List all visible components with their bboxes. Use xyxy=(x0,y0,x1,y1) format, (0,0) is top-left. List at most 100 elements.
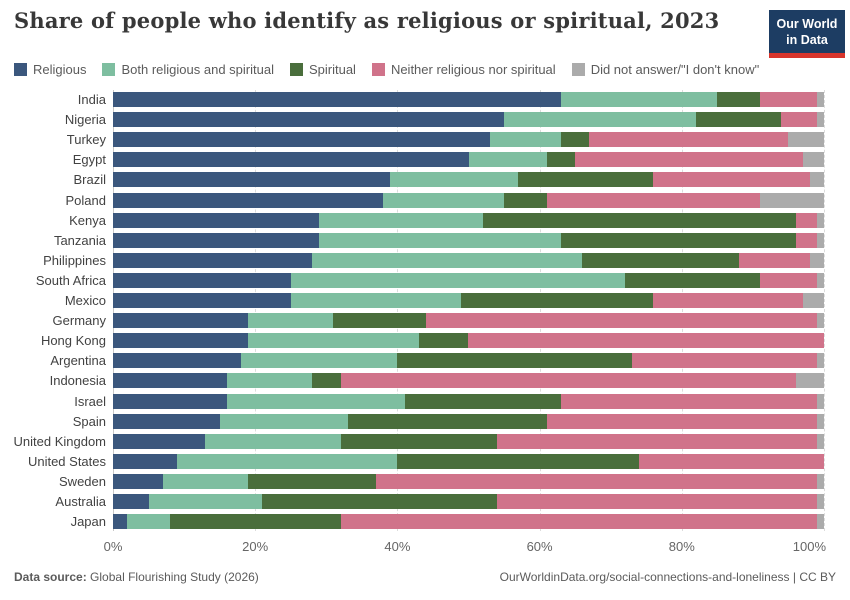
bar-segment-both-religious-and-spiritual[interactable] xyxy=(390,172,519,188)
bar-segment-did-not-answer-i-don-t-know[interactable] xyxy=(816,393,824,409)
bar-segment-spiritual[interactable] xyxy=(397,353,632,369)
bar-segment-neither-religious-nor-spiritual[interactable] xyxy=(468,333,824,349)
bar-segment-spiritual[interactable] xyxy=(624,272,760,288)
bar-segment-religious[interactable] xyxy=(113,192,384,208)
bar-segment-religious[interactable] xyxy=(113,172,391,188)
bar-segment-spiritual[interactable] xyxy=(312,373,341,389)
bar-segment-both-religious-and-spiritual[interactable] xyxy=(468,152,547,168)
bar-segment-religious[interactable] xyxy=(113,473,163,489)
bar-segment-did-not-answer-i-don-t-know[interactable] xyxy=(816,413,824,429)
bar-segment-spiritual[interactable] xyxy=(404,393,561,409)
bar-segment-both-religious-and-spiritual[interactable] xyxy=(219,413,348,429)
bar-segment-religious[interactable] xyxy=(113,232,320,248)
bar-segment-religious[interactable] xyxy=(113,92,561,107)
bar-segment-neither-religious-nor-spiritual[interactable] xyxy=(632,353,817,369)
bar-segment-religious[interactable] xyxy=(113,293,291,308)
bar-segment-spiritual[interactable] xyxy=(546,152,576,168)
bar-segment-religious[interactable] xyxy=(113,212,320,228)
bar-segment-both-religious-and-spiritual[interactable] xyxy=(240,353,398,369)
bar-segment-neither-religious-nor-spiritual[interactable] xyxy=(496,433,817,449)
bar-segment-did-not-answer-i-don-t-know[interactable] xyxy=(788,132,824,148)
bar-segment-both-religious-and-spiritual[interactable] xyxy=(162,473,249,489)
bar-segment-neither-religious-nor-spiritual[interactable] xyxy=(795,232,817,248)
bar-segment-neither-religious-nor-spiritual[interactable] xyxy=(546,413,817,429)
bar-segment-neither-religious-nor-spiritual[interactable] xyxy=(738,252,810,268)
bar-segment-spiritual[interactable] xyxy=(340,433,497,449)
bar-segment-both-religious-and-spiritual[interactable] xyxy=(248,313,334,329)
bar-segment-religious[interactable] xyxy=(113,373,227,389)
bar-segment-neither-religious-nor-spiritual[interactable] xyxy=(425,313,817,329)
bar-segment-religious[interactable] xyxy=(113,112,505,128)
bar-segment-both-religious-and-spiritual[interactable] xyxy=(226,393,405,409)
legend-item-did-not-answer-i-don-t-know[interactable]: Did not answer/"I don't know" xyxy=(571,62,759,77)
bar-segment-spiritual[interactable] xyxy=(333,313,426,329)
bar-segment-both-religious-and-spiritual[interactable] xyxy=(504,112,697,128)
bar-segment-did-not-answer-i-don-t-know[interactable] xyxy=(816,433,824,449)
bar-segment-neither-religious-nor-spiritual[interactable] xyxy=(759,272,817,288)
bar-segment-spiritual[interactable] xyxy=(482,212,796,228)
bar-segment-religious[interactable] xyxy=(113,313,249,329)
bar-segment-neither-religious-nor-spiritual[interactable] xyxy=(376,473,817,489)
bar-segment-religious[interactable] xyxy=(113,433,206,449)
bar-segment-did-not-answer-i-don-t-know[interactable] xyxy=(809,172,824,188)
bar-segment-spiritual[interactable] xyxy=(518,172,654,188)
bar-segment-neither-religious-nor-spiritual[interactable] xyxy=(653,293,803,308)
bar-segment-religious[interactable] xyxy=(113,333,249,349)
bar-segment-did-not-answer-i-don-t-know[interactable] xyxy=(816,212,824,228)
bar-segment-spiritual[interactable] xyxy=(504,192,547,208)
bar-segment-both-religious-and-spiritual[interactable] xyxy=(148,494,263,509)
bar-segment-spiritual[interactable] xyxy=(696,112,782,128)
bar-segment-neither-religious-nor-spiritual[interactable] xyxy=(589,132,789,148)
bar-segment-both-religious-and-spiritual[interactable] xyxy=(248,333,419,349)
bar-segment-neither-religious-nor-spiritual[interactable] xyxy=(795,212,817,228)
bar-segment-spiritual[interactable] xyxy=(717,92,760,107)
bar-segment-neither-religious-nor-spiritual[interactable] xyxy=(781,112,817,128)
bar-segment-did-not-answer-i-don-t-know[interactable] xyxy=(802,152,824,168)
bar-segment-neither-religious-nor-spiritual[interactable] xyxy=(560,393,817,409)
legend-item-both-religious-and-spiritual[interactable]: Both religious and spiritual xyxy=(102,62,274,77)
bar-segment-neither-religious-nor-spiritual[interactable] xyxy=(653,172,810,188)
bar-segment-neither-religious-nor-spiritual[interactable] xyxy=(575,152,803,168)
legend-item-religious[interactable]: Religious xyxy=(14,62,86,77)
bar-segment-did-not-answer-i-don-t-know[interactable] xyxy=(816,232,824,248)
bar-segment-religious[interactable] xyxy=(113,272,291,288)
bar-segment-religious[interactable] xyxy=(113,353,241,369)
bar-segment-religious[interactable] xyxy=(113,514,128,530)
bar-segment-both-religious-and-spiritual[interactable] xyxy=(319,212,483,228)
bar-segment-neither-religious-nor-spiritual[interactable] xyxy=(759,92,817,107)
bar-segment-did-not-answer-i-don-t-know[interactable] xyxy=(816,514,824,530)
bar-segment-religious[interactable] xyxy=(113,453,177,469)
bar-segment-both-religious-and-spiritual[interactable] xyxy=(290,272,625,288)
bar-segment-both-religious-and-spiritual[interactable] xyxy=(176,453,398,469)
legend-item-neither-religious-nor-spiritual[interactable]: Neither religious nor spiritual xyxy=(371,62,556,77)
bar-segment-did-not-answer-i-don-t-know[interactable] xyxy=(809,252,824,268)
bar-segment-both-religious-and-spiritual[interactable] xyxy=(312,252,583,268)
bar-segment-neither-religious-nor-spiritual[interactable] xyxy=(546,192,760,208)
bar-segment-did-not-answer-i-don-t-know[interactable] xyxy=(816,112,824,128)
bar-segment-did-not-answer-i-don-t-know[interactable] xyxy=(816,473,824,489)
bar-segment-religious[interactable] xyxy=(113,132,490,148)
bar-segment-neither-religious-nor-spiritual[interactable] xyxy=(639,453,824,469)
bar-segment-neither-religious-nor-spiritual[interactable] xyxy=(340,373,796,389)
bar-segment-spiritual[interactable] xyxy=(418,333,469,349)
bar-segment-spiritual[interactable] xyxy=(397,453,640,469)
bar-segment-religious[interactable] xyxy=(113,252,313,268)
bar-segment-did-not-answer-i-don-t-know[interactable] xyxy=(795,373,824,389)
bar-segment-both-religious-and-spiritual[interactable] xyxy=(489,132,561,148)
bar-segment-both-religious-and-spiritual[interactable] xyxy=(560,92,718,107)
bar-segment-spiritual[interactable] xyxy=(560,132,590,148)
bar-segment-spiritual[interactable] xyxy=(248,473,377,489)
bar-segment-did-not-answer-i-don-t-know[interactable] xyxy=(816,313,824,329)
bar-segment-both-religious-and-spiritual[interactable] xyxy=(383,192,505,208)
bar-segment-neither-religious-nor-spiritual[interactable] xyxy=(340,514,817,530)
bar-segment-neither-religious-nor-spiritual[interactable] xyxy=(496,494,817,509)
bar-segment-did-not-answer-i-don-t-know[interactable] xyxy=(759,192,824,208)
bar-segment-did-not-answer-i-don-t-know[interactable] xyxy=(816,272,824,288)
bar-segment-did-not-answer-i-don-t-know[interactable] xyxy=(816,92,824,107)
bar-segment-both-religious-and-spiritual[interactable] xyxy=(205,433,341,449)
bar-segment-spiritual[interactable] xyxy=(461,293,654,308)
bar-segment-both-religious-and-spiritual[interactable] xyxy=(127,514,170,530)
legend-item-spiritual[interactable]: Spiritual xyxy=(289,62,356,77)
bar-segment-religious[interactable] xyxy=(113,393,227,409)
bar-segment-did-not-answer-i-don-t-know[interactable] xyxy=(802,293,824,308)
